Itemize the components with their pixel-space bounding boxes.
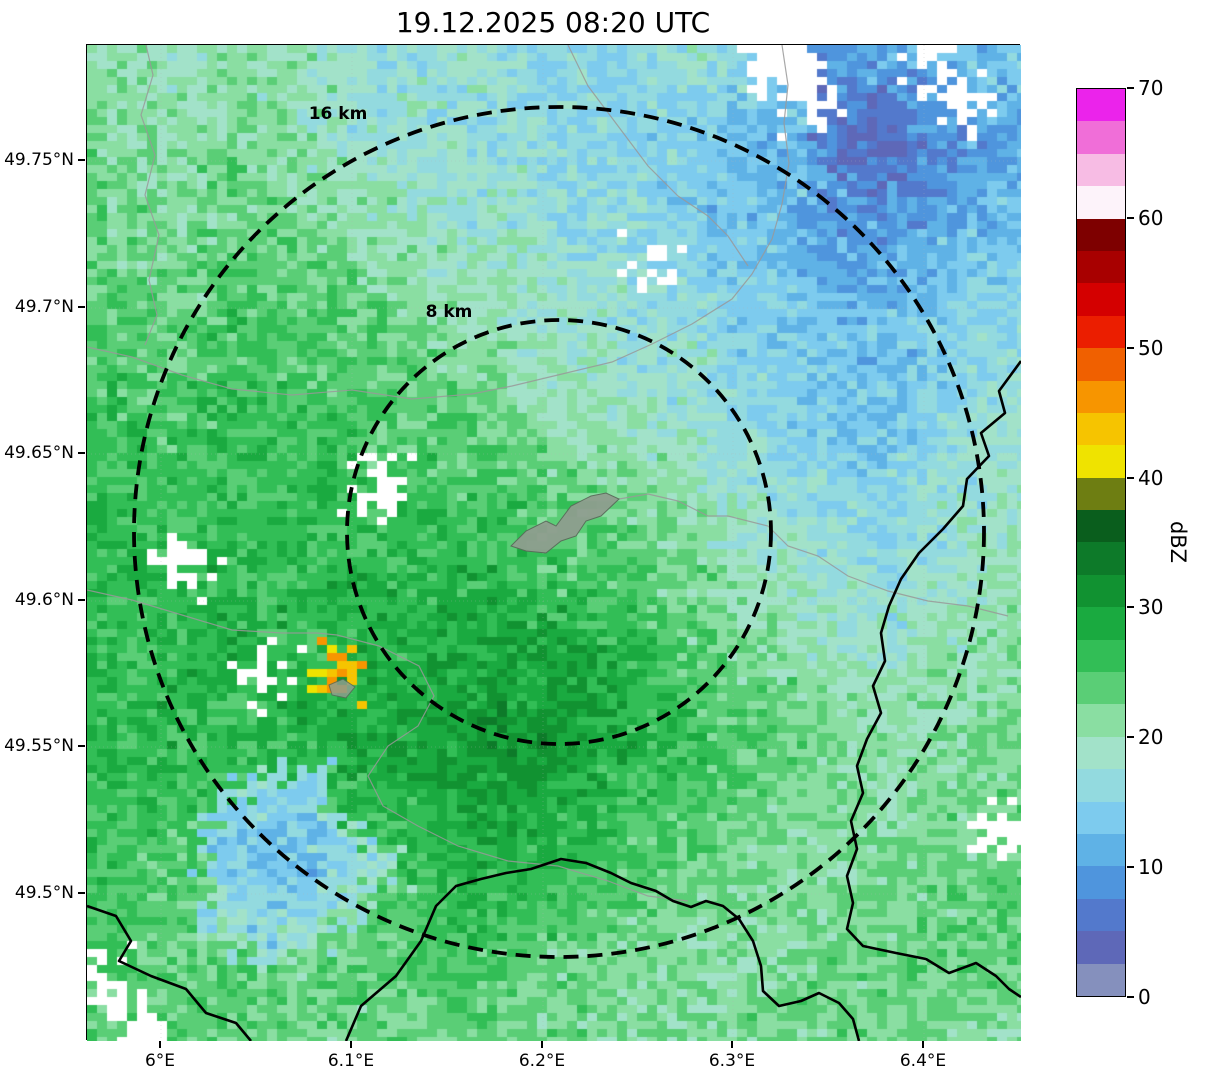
colorbar-segment [1077,769,1125,802]
colorbar-segment [1077,283,1125,316]
x-tick-label: 6.3°E [708,1051,756,1071]
x-tick-mark [731,1041,733,1048]
colorbar-segment [1077,186,1125,219]
x-tick-mark [541,1041,543,1048]
country-borders [87,360,1021,1041]
colorbar-segment [1077,445,1125,478]
colorbar-segment [1077,833,1125,867]
colorbar-tick-label: 40 [1138,465,1164,490]
y-tick-mark [78,159,85,161]
colorbar-tick-label: 50 [1138,335,1164,360]
y-tick-mark [78,745,85,747]
colorbar-tick-mark [1127,87,1134,89]
colorbar-segment [1077,801,1125,834]
colorbar-tick-mark [1127,346,1134,349]
colorbar-segment [1077,542,1125,575]
range-ring-8km-label: 8 km [426,302,473,322]
country-border-line [344,857,861,1041]
colorbar-tick-mark [1127,216,1134,219]
colorbar-segment [1077,898,1125,932]
y-tick-label: 49.55°N [4,736,74,756]
admin-borders [87,45,1009,902]
colorbar-tick-label: 60 [1138,205,1164,230]
colorbar-tick-label: 0 [1138,985,1151,1009]
colorbar-segment [1077,574,1125,608]
map-overlay: 8 km 16 km [87,45,1021,1041]
country-border-line [87,904,252,1041]
colorbar-tick-label: 30 [1138,595,1164,620]
x-tick-label: 6.2°E [518,1051,566,1071]
colorbar-segment [1077,510,1125,543]
y-tick-label: 49.5°N [14,883,74,903]
colorbar-segment [1077,315,1125,349]
colorbar-segment [1077,412,1125,446]
range-ring-16km-label: 16 km [309,104,368,124]
y-tick-label: 49.75°N [4,150,74,170]
y-tick-mark [78,452,85,454]
colorbar-segment [1077,250,1125,284]
colorbar-tick-mark [1127,736,1134,739]
colorbar-segment [1077,348,1125,381]
colorbar [1076,88,1126,997]
y-tick-label: 49.7°N [14,297,74,317]
admin-border-line [87,589,689,902]
colorbar-segment [1077,931,1125,964]
range-ring-16km [132,105,986,959]
colorbar-segment [1077,89,1125,122]
colorbar-segment [1077,963,1125,996]
colorbar-segment [1077,218,1125,251]
colorbar-unit-label: dBZ [1166,520,1190,564]
colorbar-segment [1077,866,1125,899]
colorbar-tick-mark [1127,866,1134,869]
colorbar-segment [1077,607,1125,640]
x-tick-label: 6.1°E [327,1051,375,1071]
range-ring-8km [345,318,773,746]
colorbar-tick-label: 70 [1138,76,1164,100]
admin-border-line [87,45,790,400]
colorbar-segment [1077,121,1125,154]
urban-area-shape-small [328,678,356,699]
colorbar-segment [1077,672,1125,705]
x-tick-mark [350,1041,352,1048]
x-tick-label: 6.4°E [899,1051,947,1071]
admin-border-line [140,45,160,346]
colorbar-segment [1077,736,1125,770]
colorbar-tick-mark [1127,606,1134,609]
y-tick-mark [78,306,85,308]
colorbar-segment [1077,704,1125,737]
x-tick-label: 6°E [144,1051,176,1071]
x-tick-mark [922,1041,924,1048]
plot-title: 19.12.2025 08:20 UTC [395,6,711,39]
radar-plot-area: 8 km 16 km [86,44,1021,1041]
urban-area-shape [510,492,620,554]
country-border-line [845,360,1021,999]
admin-border-line [618,493,728,517]
colorbar-tick-label: 10 [1138,855,1164,880]
colorbar-tick-label: 20 [1138,725,1164,750]
y-tick-mark [78,892,85,894]
y-tick-label: 49.65°N [4,443,74,463]
x-tick-mark [159,1041,161,1048]
admin-border-line [567,45,749,267]
y-tick-mark [78,599,85,601]
y-tick-label: 49.6°N [14,590,74,610]
colorbar-tick-mark [1127,476,1134,479]
colorbar-segment [1077,639,1125,673]
colorbar-segment [1077,153,1125,187]
admin-border-line [727,515,1009,617]
colorbar-tick-mark [1127,996,1134,998]
colorbar-segment [1077,477,1125,511]
colorbar-segment [1077,380,1125,413]
